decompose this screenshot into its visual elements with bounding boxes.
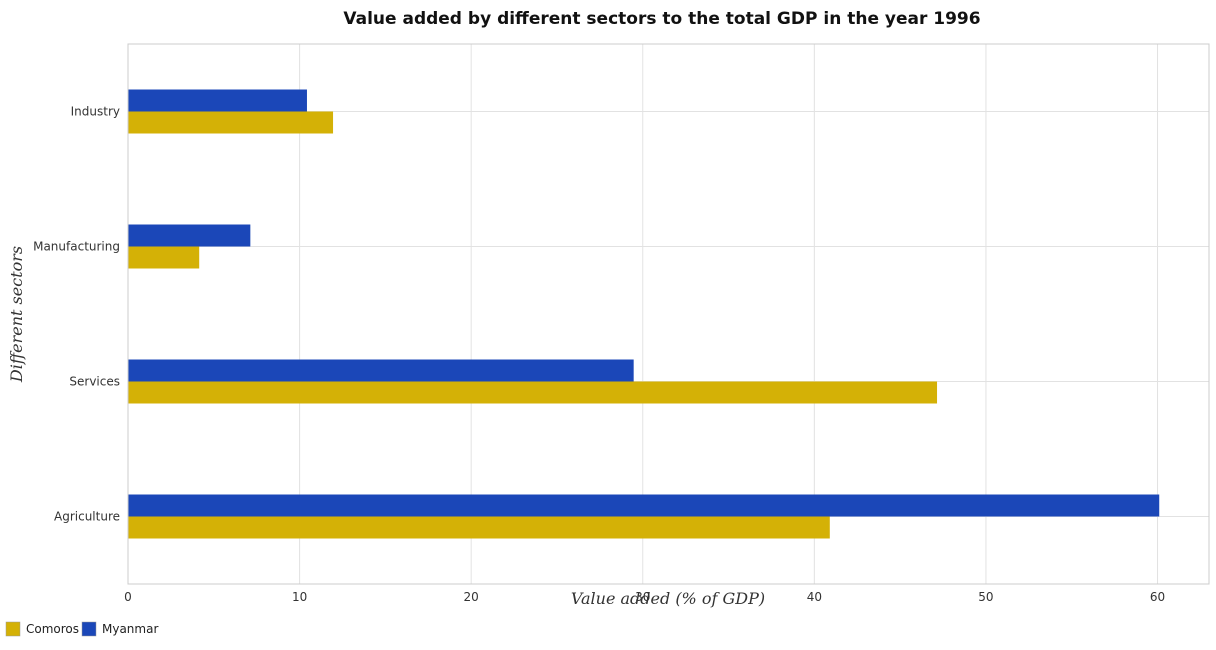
y-tick-label: Services	[69, 375, 120, 389]
x-tick-label: 10	[292, 590, 307, 604]
x-tick-label: 0	[124, 590, 132, 604]
chart-title: Value added by different sectors to the …	[343, 9, 980, 29]
x-axis-label: Value added (% of GDP)	[571, 589, 765, 608]
bar-myanmar-agriculture	[128, 494, 1160, 517]
bar-myanmar-industry	[128, 89, 307, 112]
y-tick-label: Industry	[71, 105, 120, 119]
bars	[128, 89, 1160, 539]
bar-comoros-agriculture	[128, 516, 830, 539]
y-axis-label: Different sectors	[7, 246, 26, 383]
y-axis-ticks: Industry Manufacturing Services Agriculture	[33, 105, 120, 524]
x-axis-ticks: 0 10 20 30 40 50 60	[124, 590, 1165, 604]
x-tick-label: 20	[464, 590, 479, 604]
legend: Comoros Myanmar	[5, 621, 158, 637]
x-tick-label: 40	[807, 590, 822, 604]
bar-comoros-manufacturing	[128, 246, 200, 269]
legend-swatch-comoros	[5, 621, 21, 637]
y-tick-label: Manufacturing	[33, 240, 120, 254]
legend-swatch-myanmar	[81, 621, 97, 637]
x-tick-label: 60	[1150, 590, 1165, 604]
bar-myanmar-manufacturing	[128, 224, 251, 247]
x-tick-label: 30	[635, 590, 650, 604]
bar-comoros-services	[128, 381, 938, 404]
plot-area-border	[127, 43, 1210, 585]
bar-comoros-industry	[128, 111, 334, 134]
legend-label-myanmar: Myanmar	[102, 622, 158, 636]
y-tick-label: Agriculture	[54, 510, 120, 524]
x-tick-label: 50	[978, 590, 993, 604]
bar-myanmar-services	[128, 359, 634, 382]
legend-label-comoros: Comoros	[26, 622, 79, 636]
